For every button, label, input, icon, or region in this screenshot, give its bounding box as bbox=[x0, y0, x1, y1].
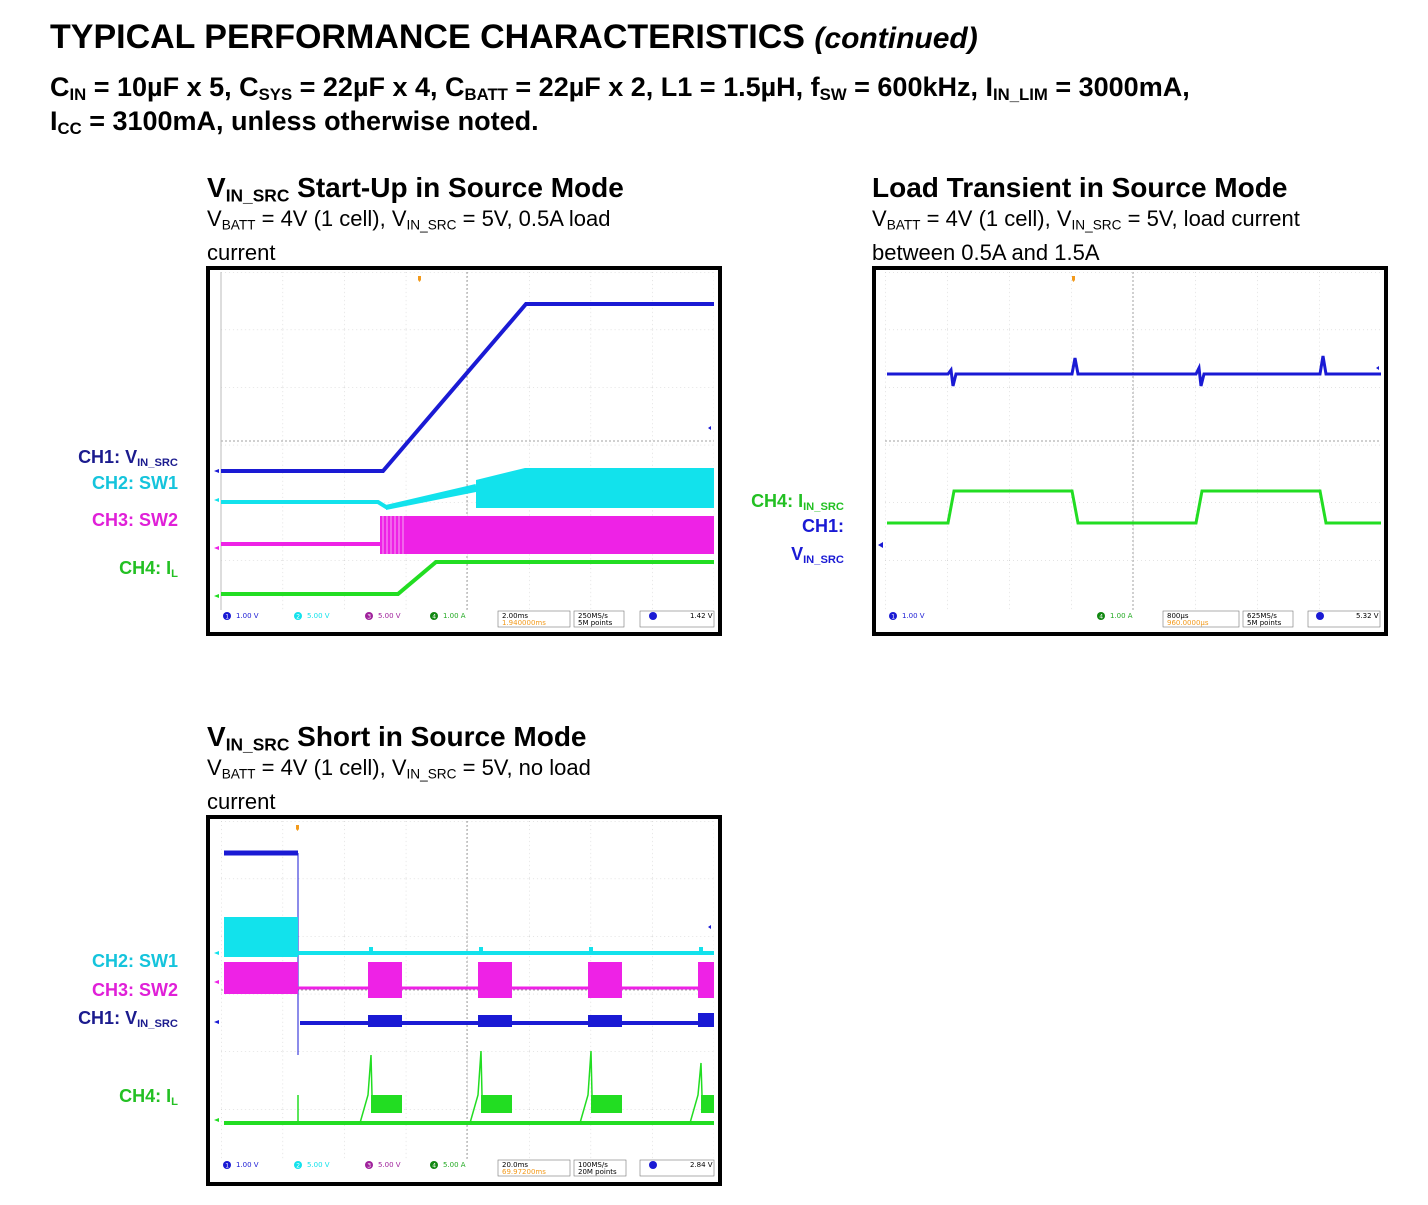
transient-label-ch1-signal: VIN_SRC bbox=[791, 544, 844, 566]
svg-text:1.00 A: 1.00 A bbox=[1110, 612, 1133, 620]
ch1-marker bbox=[878, 542, 883, 548]
svg-text:1.940000ms: 1.940000ms bbox=[502, 619, 546, 627]
ch1-marker bbox=[214, 469, 219, 473]
trigger-marker bbox=[418, 276, 421, 282]
svg-text:3: 3 bbox=[367, 1163, 371, 1170]
transient-scope-screen: 1 1.00 V 4 1.00 A 800µs 960.0000µs 625MS… bbox=[878, 272, 1381, 628]
svg-text:1.00 V: 1.00 V bbox=[236, 612, 259, 620]
svg-text:2.84 V: 2.84 V bbox=[690, 1161, 713, 1169]
trigger-marker bbox=[1072, 276, 1075, 282]
ch1-marker bbox=[214, 1020, 219, 1024]
transient-title: Load Transient in Source Mode bbox=[872, 172, 1288, 203]
svg-text:250MS/s: 250MS/s bbox=[578, 612, 608, 620]
status-bar: 1 1.00 V 2 5.00 V 3 5.00 V 4 1.00 A 2.00… bbox=[221, 610, 715, 630]
transient-scope: 1 1.00 V 4 1.00 A 800µs 960.0000µs 625MS… bbox=[872, 266, 1388, 636]
ch3-marker bbox=[214, 546, 219, 550]
ch2-marker bbox=[214, 498, 219, 502]
svg-text:5.00 V: 5.00 V bbox=[307, 612, 330, 620]
transient-label-ch4: CH4: IIN_SRC bbox=[751, 491, 844, 513]
ch2-trace bbox=[221, 468, 714, 510]
transient-label-ch1: CH1: bbox=[801, 516, 844, 536]
svg-text:5.00 V: 5.00 V bbox=[378, 612, 401, 620]
short-label-ch4: CH4: IL bbox=[119, 1086, 178, 1108]
svg-text:5M points: 5M points bbox=[1247, 619, 1282, 627]
startup-label-ch1: CH1: VIN_SRC bbox=[78, 447, 178, 469]
startup-label-ch3: CH3: SW2 bbox=[91, 510, 178, 530]
short-scope-screen: 1 1.00 V 2 5.00 V 3 5.00 V 4 5.00 A 20.0… bbox=[214, 821, 715, 1177]
svg-text:1.00 V: 1.00 V bbox=[902, 612, 925, 620]
svg-text:2.00ms: 2.00ms bbox=[502, 612, 528, 620]
ch4-trace bbox=[221, 560, 714, 596]
ch3-trace bbox=[221, 516, 714, 554]
startup-scope-screen: 1 1.00 V 2 5.00 V 3 5.00 V 4 1.00 A 2.00… bbox=[214, 272, 715, 630]
short-label-ch2: CH2: SW1 bbox=[91, 951, 178, 971]
ch4-trace bbox=[887, 489, 1381, 525]
ch1-trace bbox=[887, 355, 1381, 387]
svg-text:5.00 V: 5.00 V bbox=[378, 1161, 401, 1169]
svg-text:2: 2 bbox=[296, 1163, 300, 1170]
svg-text:1: 1 bbox=[225, 614, 229, 621]
ch4-marker bbox=[214, 1118, 219, 1122]
svg-text:1.00 V: 1.00 V bbox=[236, 1161, 259, 1169]
status-bar: 1 1.00 V 2 5.00 V 3 5.00 V 4 5.00 A 20.0… bbox=[223, 1159, 715, 1177]
svg-text:5.00 V: 5.00 V bbox=[307, 1161, 330, 1169]
svg-text:4: 4 bbox=[432, 1163, 436, 1170]
svg-text:960.0000µs: 960.0000µs bbox=[1167, 619, 1209, 627]
short-scope: 1 1.00 V 2 5.00 V 3 5.00 V 4 5.00 A 20.0… bbox=[206, 815, 722, 1186]
ch1-trace bbox=[221, 302, 714, 473]
svg-text:625MS/s: 625MS/s bbox=[1247, 612, 1277, 620]
short-label-ch3: CH3: SW2 bbox=[91, 980, 178, 1000]
svg-text:20.0ms: 20.0ms bbox=[502, 1161, 528, 1169]
conditions-line-2: ICC = 3100mA, unless otherwise noted. bbox=[50, 106, 539, 139]
startup-subtitle: VBATT = 4V (1 cell), VIN_SRC = 5V, 0.5A … bbox=[207, 206, 611, 266]
svg-text:1: 1 bbox=[225, 1163, 229, 1170]
svg-text:1.42 V: 1.42 V bbox=[690, 612, 713, 620]
svg-text:4: 4 bbox=[1099, 614, 1103, 621]
status-bar: 1 1.00 V 4 1.00 A 800µs 960.0000µs 625MS… bbox=[889, 610, 1381, 628]
svg-text:5M points: 5M points bbox=[578, 619, 613, 627]
ch2-marker bbox=[214, 951, 219, 955]
startup-label-ch4: CH4: IL bbox=[119, 558, 178, 580]
svg-text:5.32 V: 5.32 V bbox=[1356, 612, 1379, 620]
svg-text:2: 2 bbox=[296, 614, 300, 621]
svg-text:3: 3 bbox=[367, 614, 371, 621]
ch2-trace bbox=[224, 917, 714, 957]
startup-title: VIN_SRC Start-Up in Source Mode bbox=[207, 172, 624, 206]
startup-scope: 1 1.00 V 2 5.00 V 3 5.00 V 4 1.00 A 2.00… bbox=[206, 266, 722, 636]
ch3-marker bbox=[214, 980, 219, 984]
short-subtitle: VBATT = 4V (1 cell), VIN_SRC = 5V, no lo… bbox=[207, 755, 591, 815]
page-title: TYPICAL PERFORMANCE CHARACTERISTICS (con… bbox=[50, 18, 978, 56]
svg-text:4: 4 bbox=[432, 614, 436, 621]
transient-subtitle: VBATT = 4V (1 cell), VIN_SRC = 5V, load … bbox=[872, 206, 1300, 266]
conditions-line-1: CIN = 10µF x 5, CSYS = 22µF x 4, CBATT =… bbox=[50, 72, 1190, 105]
svg-text:1: 1 bbox=[891, 614, 895, 621]
short-label-ch1: CH1: VIN_SRC bbox=[78, 1008, 178, 1030]
ch1-trace bbox=[224, 850, 714, 1055]
startup-label-ch2: CH2: SW1 bbox=[91, 473, 178, 493]
ch4-marker bbox=[214, 594, 219, 598]
svg-text:20M points: 20M points bbox=[578, 1168, 617, 1176]
svg-text:1.00 A: 1.00 A bbox=[443, 612, 466, 620]
ch3-trace bbox=[224, 962, 714, 998]
trigger-marker bbox=[296, 825, 299, 831]
svg-text:800µs: 800µs bbox=[1167, 612, 1189, 620]
svg-text:100MS/s: 100MS/s bbox=[578, 1161, 608, 1169]
short-title: VIN_SRC Short in Source Mode bbox=[207, 721, 587, 755]
title-suffix: (continued) bbox=[814, 22, 978, 55]
svg-text:69.97200ms: 69.97200ms bbox=[502, 1168, 546, 1176]
ch4-trace bbox=[224, 1050, 714, 1125]
svg-text:5.00 A: 5.00 A bbox=[443, 1161, 466, 1169]
